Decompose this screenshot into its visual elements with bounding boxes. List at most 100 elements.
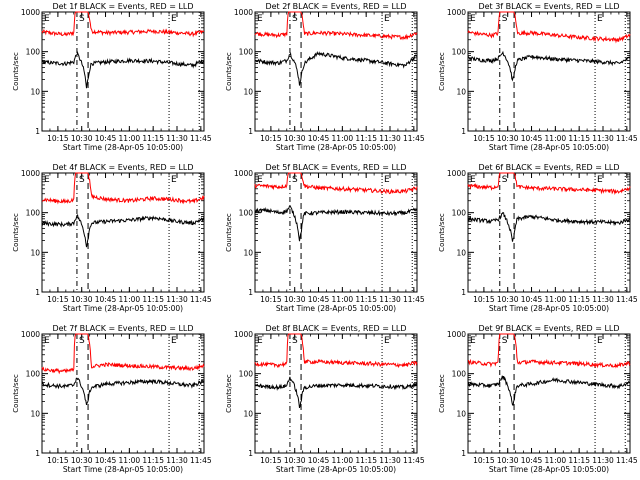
y-tick-label: 1000: [447, 169, 466, 178]
x-tick-label: 11:15: [568, 456, 590, 465]
x-tick-label: 10:30: [284, 134, 306, 143]
series-line-black: [254, 51, 418, 86]
event-marker-label: E: [470, 175, 476, 185]
x-tick-label: 10:45: [308, 456, 330, 465]
x-tick-label: 10:45: [521, 456, 543, 465]
x-tick-label: 11:45: [403, 134, 425, 143]
series-line-black: [467, 50, 631, 82]
y-tick-label: 1: [35, 127, 40, 136]
series-line-red: [254, 172, 418, 195]
event-marker-label: E: [171, 14, 177, 24]
y-tick-label: 1: [35, 288, 40, 297]
event-marker-label: S: [502, 14, 508, 24]
y-tick-label: 100: [452, 370, 467, 379]
chart-title: Det 3f BLACK = Events, RED = LLD: [478, 2, 619, 11]
plot-frame: [467, 172, 631, 293]
panel-1: Det 1f BLACK = Events, RED = LLD 1 10 100 10…: [12, 2, 212, 152]
y-tick-label: 1: [248, 127, 253, 136]
y-axis-label: Counts/sec: [438, 52, 446, 91]
panel-6: Det 6f BLACK = Events, RED = LLD 1 10 100 10…: [438, 163, 638, 313]
y-axis-label: Counts/sec: [12, 213, 20, 252]
x-tick-label: 11:30: [592, 295, 614, 304]
y-tick-label: 10: [456, 87, 466, 96]
event-marker-label: E: [44, 14, 50, 24]
x-tick-label: 10:15: [473, 295, 495, 304]
x-tick-label: 10:30: [71, 295, 93, 304]
event-marker-label: S: [292, 336, 298, 346]
x-tick-label: 11:00: [119, 134, 141, 143]
event-marker-label: E: [597, 14, 603, 24]
y-axis-label: Counts/sec: [438, 213, 446, 252]
y-tick-label: 1: [461, 127, 466, 136]
x-tick-label: 10:45: [95, 295, 117, 304]
x-tick-label: 11:30: [379, 456, 401, 465]
plot-frame: [254, 172, 418, 293]
x-tick-label: 11:45: [616, 134, 638, 143]
x-tick-label: 10:30: [284, 456, 306, 465]
event-marker-label: E: [44, 336, 50, 346]
x-tick-label: 10:30: [284, 295, 306, 304]
x-axis-label: Start Time (28-Apr-05 10:05:00): [63, 304, 183, 313]
panel-5: Det 5f BLACK = Events, RED = LLD 1 10 100 10…: [225, 163, 425, 313]
x-tick-label: 11:00: [332, 456, 354, 465]
plot-frame: [41, 172, 205, 293]
event-marker-label: S: [79, 175, 85, 185]
y-axis-label: Counts/sec: [12, 52, 20, 91]
x-tick-label: 10:45: [521, 295, 543, 304]
y-tick-label: 1000: [21, 169, 40, 178]
y-tick-label: 10: [456, 409, 466, 418]
event-marker-label: E: [470, 336, 476, 346]
series-line-black: [254, 205, 418, 242]
plot-frame: [41, 333, 205, 454]
panel-8: Det 8f BLACK = Events, RED = LLD 1 10 100 10…: [225, 324, 425, 474]
y-tick-label: 1000: [234, 169, 253, 178]
x-tick-label: 10:15: [473, 456, 495, 465]
y-tick-label: 100: [452, 209, 467, 218]
x-axis-label: Start Time (28-Apr-05 10:05:00): [276, 143, 396, 152]
panel-7: Det 7f BLACK = Events, RED = LLD 1 10 100 10…: [12, 324, 212, 474]
x-tick-label: 11:00: [119, 456, 141, 465]
chart-title: Det 8f BLACK = Events, RED = LLD: [265, 324, 406, 333]
y-tick-label: 100: [26, 48, 41, 57]
x-axis-label: Start Time (28-Apr-05 10:05:00): [489, 304, 609, 313]
x-tick-label: 10:45: [95, 134, 117, 143]
chart-title: Det 7f BLACK = Events, RED = LLD: [52, 324, 193, 333]
x-tick-label: 10:15: [260, 456, 282, 465]
event-marker-label: S: [79, 336, 85, 346]
x-tick-label: 11:30: [592, 134, 614, 143]
y-tick-label: 100: [26, 209, 41, 218]
x-tick-label: 11:15: [142, 295, 164, 304]
y-tick-label: 1: [248, 288, 253, 297]
x-axis-label: Start Time (28-Apr-05 10:05:00): [489, 465, 609, 474]
series-line-black: [467, 375, 631, 406]
series-line-red: [41, 11, 205, 38]
x-tick-label: 10:45: [521, 134, 543, 143]
x-tick-label: 10:30: [71, 456, 93, 465]
y-tick-label: 1000: [21, 8, 40, 17]
x-tick-label: 10:15: [47, 295, 69, 304]
y-tick-label: 10: [243, 409, 253, 418]
y-tick-label: 10: [30, 409, 40, 418]
x-tick-label: 11:00: [332, 134, 354, 143]
event-marker-label: E: [171, 175, 177, 185]
x-tick-label: 11:30: [166, 456, 188, 465]
y-tick-label: 10: [456, 248, 466, 257]
event-marker-label: E: [257, 175, 263, 185]
y-tick-label: 1: [248, 449, 253, 458]
y-tick-label: 1000: [234, 330, 253, 339]
chart-title: Det 5f BLACK = Events, RED = LLD: [265, 163, 406, 172]
x-tick-label: 10:30: [497, 134, 519, 143]
x-tick-label: 11:15: [568, 295, 590, 304]
event-marker-label: S: [502, 336, 508, 346]
y-tick-label: 100: [452, 48, 467, 57]
y-tick-label: 1000: [234, 8, 253, 17]
y-axis-label: Counts/sec: [438, 374, 446, 413]
event-marker-label: E: [257, 336, 263, 346]
x-tick-label: 11:30: [166, 295, 188, 304]
y-tick-label: 100: [239, 370, 254, 379]
x-tick-label: 10:45: [308, 295, 330, 304]
event-marker-label: S: [292, 14, 298, 24]
series-line-red: [41, 333, 205, 375]
plot-frame: [467, 333, 631, 454]
x-axis-label: Start Time (28-Apr-05 10:05:00): [63, 465, 183, 474]
